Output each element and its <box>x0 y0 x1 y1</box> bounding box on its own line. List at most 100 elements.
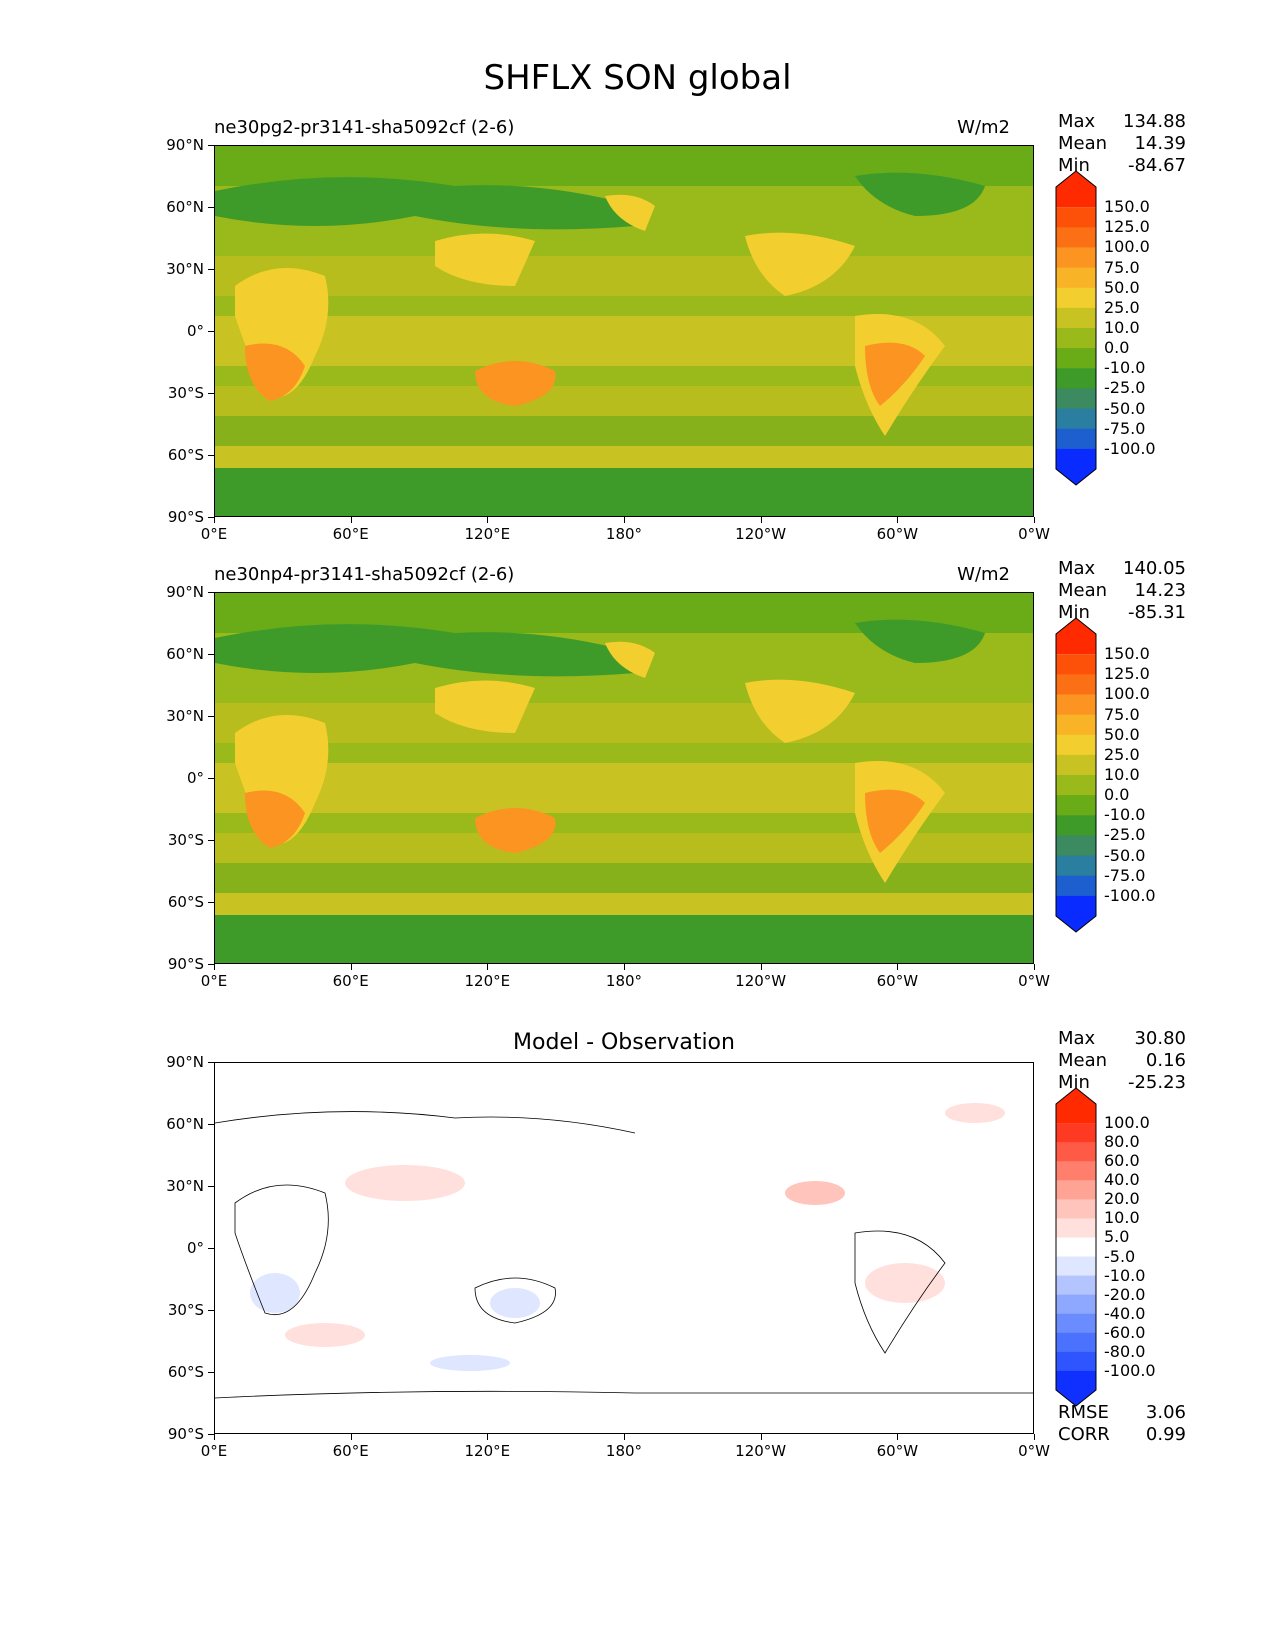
colorbar-label: -75.0 <box>1104 865 1146 885</box>
metric-label: CORR <box>1058 1424 1110 1445</box>
lat-tick <box>208 331 214 332</box>
lon-tick <box>350 964 352 970</box>
lon-label: 0°E <box>200 972 228 990</box>
lat-label: 30°S <box>167 1301 204 1319</box>
lon-tick <box>487 964 489 970</box>
lat-tick <box>208 269 214 270</box>
colorbar-segment <box>1056 654 1096 675</box>
lon-label: 60°W <box>876 525 919 543</box>
colorbar-label: 10.0 <box>1104 765 1140 784</box>
colorbar-segment <box>1056 1123 1096 1143</box>
map-field <box>215 593 1033 963</box>
lat-tick <box>208 1372 214 1373</box>
metric-label: RMSE <box>1058 1402 1109 1423</box>
colorbar-label: 40.0 <box>1104 1170 1140 1190</box>
colorbar-outline <box>1055 1087 1097 1407</box>
colorbar-segment <box>1056 307 1096 329</box>
colorbar <box>1055 1087 1097 1407</box>
lat-label: 60°N <box>166 1115 204 1133</box>
colorbar-label: -100.0 <box>1104 885 1156 905</box>
map-field <box>215 146 1033 516</box>
lon-label: 60°E <box>332 525 369 543</box>
panel-model-pg2: ne30pg2-pr3141-sha5092cf (2-6) W/m2 90°N… <box>0 111 1275 543</box>
lat-tick <box>208 1062 214 1063</box>
lon-tick <box>897 1434 899 1440</box>
colorbar-segment <box>1056 775 1096 796</box>
colorbar-segment <box>1056 287 1096 309</box>
colorbar-segment <box>1056 328 1096 349</box>
stat-value: 14.23 <box>1134 580 1186 601</box>
lat-tick <box>208 902 214 903</box>
lat-label: 90°N <box>166 136 204 154</box>
lon-label: 180° <box>605 972 643 990</box>
colorbar-label: 100.0 <box>1104 684 1150 704</box>
colorbar-segment <box>1056 448 1096 485</box>
colorbar-label: -100.0 <box>1104 1360 1156 1380</box>
lat-label: 90°S <box>167 508 204 526</box>
map-field <box>215 1063 1033 1433</box>
lat-label: 90°S <box>167 1425 204 1443</box>
panel-model-np4: ne30np4-pr3141-sha5092cf (2-6) W/m2 90°N… <box>0 558 1275 990</box>
lat-tick <box>208 145 214 146</box>
colorbar-label: 50.0 <box>1104 277 1140 297</box>
colorbar-label: -80.0 <box>1104 1341 1146 1361</box>
lon-label: 0°W <box>1018 972 1050 990</box>
lon-tick <box>350 517 352 523</box>
metric-row: CORR 0.99 <box>1058 1424 1186 1446</box>
lon-label: 60°W <box>876 972 919 990</box>
colorbar-label: 125.0 <box>1104 217 1150 237</box>
lon-tick <box>624 1434 625 1440</box>
colorbar-segment <box>1056 875 1096 897</box>
panel-stats: Max 140.05 Mean 14.23 Min -85.31 <box>1058 558 1186 624</box>
lat-tick <box>208 1186 214 1187</box>
panel-metrics: RMSE 3.06 CORR 0.99 <box>1058 1402 1186 1446</box>
colorbar-outline <box>1055 170 1097 486</box>
lat-label: 60°S <box>167 446 204 464</box>
figure-title: SHFLX SON global <box>483 58 792 98</box>
colorbar-segment <box>1056 1161 1096 1181</box>
colorbar-segment <box>1056 408 1096 430</box>
colorbar-label: 10.0 <box>1104 318 1140 337</box>
stat-value: 14.39 <box>1134 133 1186 154</box>
colorbar-label: 25.0 <box>1104 297 1140 317</box>
lon-tick <box>214 1434 215 1440</box>
colorbar-label: 125.0 <box>1104 664 1150 684</box>
colorbar-label: 80.0 <box>1104 1132 1140 1152</box>
colorbar-label: -10.0 <box>1104 805 1146 825</box>
panel-case-name: ne30np4-pr3141-sha5092cf (2-6) <box>214 564 515 585</box>
map-plot <box>214 145 1034 517</box>
stat-label: Min <box>1058 155 1090 176</box>
lon-label: 120°W <box>735 525 787 543</box>
lon-tick <box>487 517 489 523</box>
lat-label: 90°N <box>166 1053 204 1071</box>
stat-value: -84.67 <box>1127 155 1186 176</box>
panel-case-name: ne30pg2-pr3141-sha5092cf (2-6) <box>214 117 515 138</box>
lon-tick <box>897 517 899 523</box>
stat-value: 0.16 <box>1145 1050 1186 1071</box>
colorbar-segment <box>1056 1275 1096 1296</box>
colorbar-segment <box>1056 1370 1096 1406</box>
lon-label: 0°W <box>1018 1442 1050 1460</box>
panel-stats: Max 30.80 Mean 0.16 Min -25.23 <box>1058 1028 1186 1094</box>
colorbar-segment <box>1056 734 1096 756</box>
panel-units: W/m2 <box>957 117 1010 138</box>
stat-label: Mean <box>1058 133 1108 154</box>
stat-value: -25.23 <box>1127 1072 1186 1093</box>
lat-label: 0° <box>186 1239 204 1257</box>
stat-label: Min <box>1058 602 1090 623</box>
colorbar-segment <box>1056 835 1096 857</box>
colorbar-segment <box>1056 1237 1096 1258</box>
lat-tick <box>208 654 214 655</box>
colorbar-segment <box>1056 368 1096 389</box>
lon-tick <box>1034 517 1035 523</box>
metric-value: 3.06 <box>1145 1402 1186 1423</box>
colorbar-label: -50.0 <box>1104 845 1146 865</box>
colorbar-segment <box>1056 348 1096 369</box>
lon-label: 180° <box>605 525 643 543</box>
stat-row: Min -84.67 <box>1058 155 1186 177</box>
colorbar-segment <box>1056 1218 1096 1238</box>
colorbar-segment <box>1056 714 1096 736</box>
lat-tick <box>208 778 214 779</box>
lat-tick <box>208 840 214 841</box>
map-plot <box>214 592 1034 964</box>
